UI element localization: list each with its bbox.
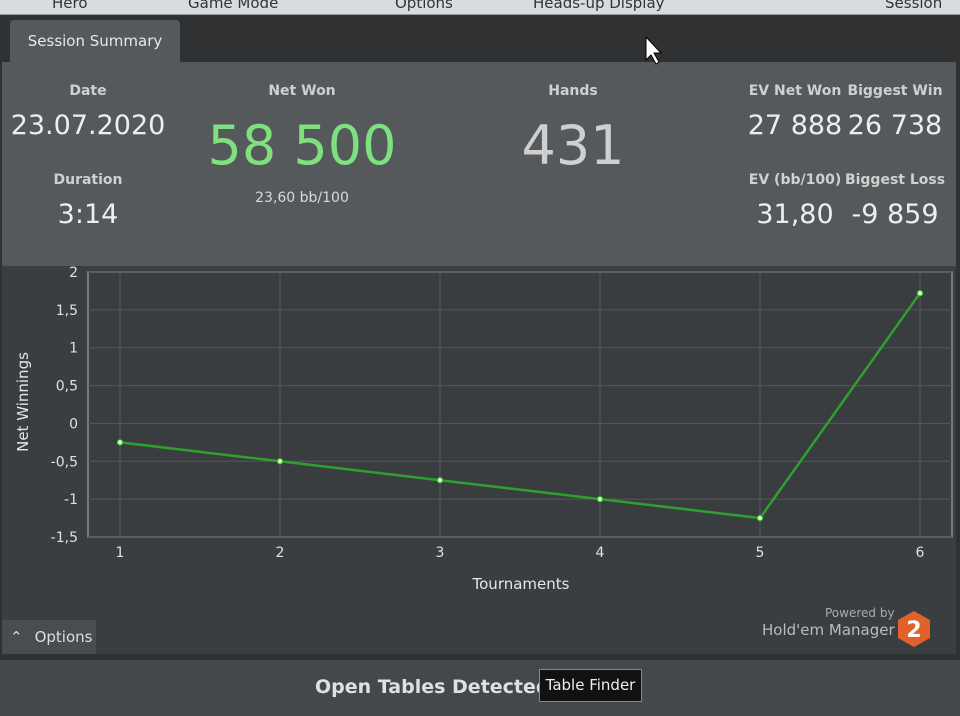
x-tick-label: 4 <box>596 545 605 561</box>
stat-value: 31,80 <box>756 199 834 230</box>
footer-text: Open Tables Detected <box>315 676 550 698</box>
data-point <box>436 476 444 484</box>
stat-label: Biggest Loss <box>844 172 946 188</box>
stat-label: Biggest Win <box>847 83 943 99</box>
menu-item[interactable]: Game Mode <box>188 0 279 12</box>
data-point <box>756 514 764 522</box>
y-tick-label: 1,5 <box>56 303 78 319</box>
stat-label: Duration <box>53 172 123 188</box>
y-tick-label: -0,5 <box>51 454 78 470</box>
stat-value: 431 <box>521 114 625 177</box>
y-tick-label: 0,5 <box>56 379 78 395</box>
x-tick-label: 6 <box>916 545 925 561</box>
data-point <box>596 495 604 503</box>
stat-label: EV (bb/100) <box>748 172 842 188</box>
options-label: Options <box>34 628 93 646</box>
powered-by: Powered by <box>825 606 895 620</box>
logo-text: 2 <box>906 618 921 643</box>
footer-bar <box>0 660 960 716</box>
data-point <box>116 439 124 446</box>
stat-label: EV Net Won <box>748 83 842 99</box>
tab[interactable]: Session Summary <box>10 20 180 62</box>
data-point <box>276 457 284 465</box>
x-tick-label: 2 <box>276 545 285 561</box>
stat-value: 3:14 <box>57 199 119 230</box>
plot-frame <box>87 271 953 538</box>
options-toggle[interactable]: ⌃ Options <box>2 620 96 654</box>
stat-value: 58 500 <box>207 114 397 177</box>
y-tick-label: -1 <box>64 492 78 508</box>
mouse-cursor <box>645 35 663 65</box>
menu-item[interactable]: Options <box>395 0 453 12</box>
data-point <box>916 289 924 297</box>
logo: 2 <box>898 611 930 647</box>
series-line <box>119 292 922 520</box>
table-finder-button[interactable]: Table Finder <box>539 669 642 702</box>
y-tick-label: 2 <box>69 265 78 281</box>
menu-bar: Hero Game Mode Options Heads-up Display … <box>0 0 960 15</box>
x-tick-label: 3 <box>436 545 445 561</box>
stat-value: 26 738 <box>847 110 943 141</box>
stat-label: Net Won <box>268 83 336 99</box>
x-tick-label: 1 <box>116 545 125 561</box>
stat-value: -9 859 <box>851 199 939 230</box>
stat-label: Hands <box>548 83 598 99</box>
y-axis-label: Net Winnings <box>14 352 32 452</box>
stat-value: 27 888 <box>747 110 843 141</box>
menu-item[interactable]: Heads-up Display <box>533 0 665 12</box>
menu-item[interactable]: Hero <box>52 0 88 12</box>
y-tick-label: -1,5 <box>51 530 78 546</box>
y-tick-label: 0 <box>69 416 78 432</box>
product-name: Hold'em Manager <box>762 621 895 639</box>
stats-panel: Date 23.07.2020 Duration 3:14 Net Won 58… <box>2 62 956 266</box>
stat-sub: 23,60 bb/100 <box>255 190 349 206</box>
logo-badge <box>898 611 930 647</box>
stat-label: Date <box>69 83 107 99</box>
x-tick-label: 5 <box>756 545 765 561</box>
x-axis-label: Tournaments <box>472 575 570 593</box>
y-tick-label: 1 <box>69 341 78 357</box>
menu-item[interactable]: Session <box>885 0 943 12</box>
stat-value: 23.07.2020 <box>10 110 166 141</box>
